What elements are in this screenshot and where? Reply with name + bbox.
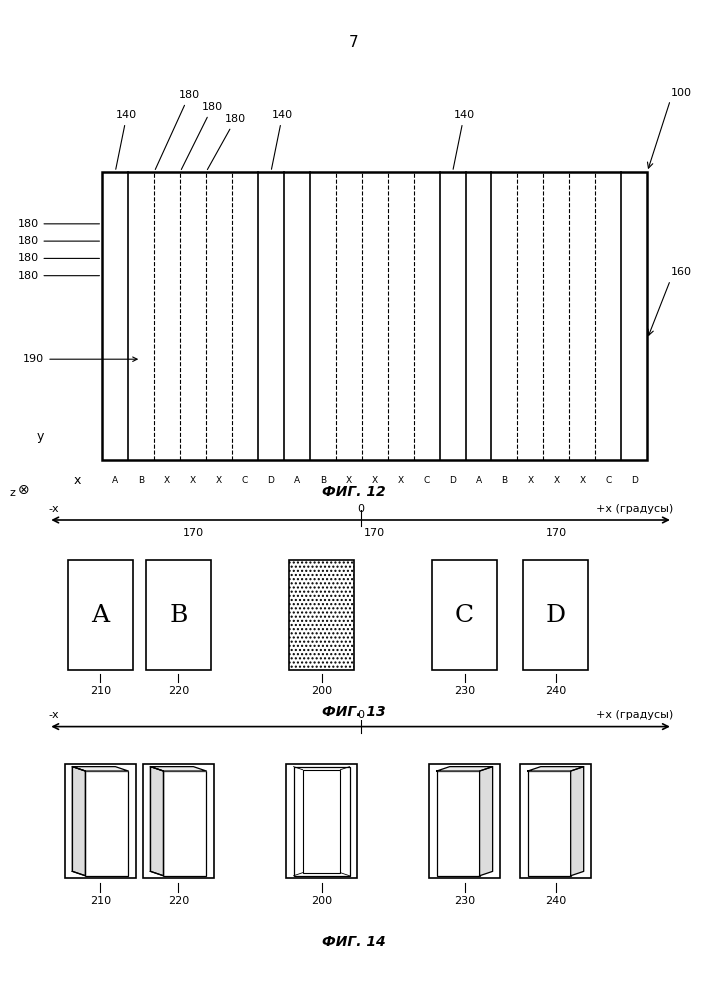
Text: 140: 140 xyxy=(271,110,293,169)
Text: C: C xyxy=(455,603,474,626)
Text: A: A xyxy=(91,603,110,626)
Polygon shape xyxy=(527,767,584,771)
Text: X: X xyxy=(190,476,196,485)
Bar xyxy=(303,770,340,873)
Text: +x (градусы): +x (градусы) xyxy=(595,710,673,720)
Text: 180: 180 xyxy=(18,219,100,229)
Text: 210: 210 xyxy=(90,686,111,696)
Bar xyxy=(527,771,571,876)
Text: 100: 100 xyxy=(670,88,691,98)
Text: X: X xyxy=(579,476,585,485)
Bar xyxy=(143,764,214,878)
Polygon shape xyxy=(72,767,86,876)
Text: A: A xyxy=(294,476,300,485)
Text: 180: 180 xyxy=(207,114,246,170)
Text: 190: 190 xyxy=(23,354,137,364)
Text: 210: 210 xyxy=(90,896,111,906)
Text: 170: 170 xyxy=(546,528,567,538)
Text: 180: 180 xyxy=(181,102,223,170)
Text: 240: 240 xyxy=(545,896,566,906)
Text: 160: 160 xyxy=(670,267,691,277)
Text: C: C xyxy=(423,476,430,485)
Text: X: X xyxy=(527,476,534,485)
Text: D: D xyxy=(267,476,274,485)
Text: ФИГ. 13: ФИГ. 13 xyxy=(322,705,385,719)
Text: -x: -x xyxy=(48,504,59,514)
Text: z: z xyxy=(9,488,16,498)
Text: B: B xyxy=(169,603,187,626)
Text: 180: 180 xyxy=(18,253,100,263)
Text: D: D xyxy=(546,603,566,626)
Bar xyxy=(86,771,129,876)
Text: 220: 220 xyxy=(168,686,189,696)
Text: X: X xyxy=(554,476,559,485)
Text: C: C xyxy=(605,476,612,485)
Bar xyxy=(64,764,136,878)
Bar xyxy=(523,560,588,670)
Text: 180: 180 xyxy=(18,236,100,246)
Text: 140: 140 xyxy=(116,110,137,169)
Text: 200: 200 xyxy=(311,896,332,906)
Text: ⊗: ⊗ xyxy=(18,483,30,497)
Bar xyxy=(432,560,497,670)
Text: -x: -x xyxy=(48,710,59,720)
Text: 0: 0 xyxy=(357,504,364,514)
Text: 200: 200 xyxy=(311,686,332,696)
Text: X: X xyxy=(216,476,222,485)
Bar xyxy=(520,764,592,878)
Text: X: X xyxy=(346,476,352,485)
Polygon shape xyxy=(151,767,206,771)
Text: A: A xyxy=(475,476,481,485)
Text: 220: 220 xyxy=(168,896,189,906)
Bar xyxy=(163,771,206,876)
Polygon shape xyxy=(72,767,129,771)
Text: D: D xyxy=(449,476,456,485)
Bar xyxy=(103,172,647,460)
Text: X: X xyxy=(164,476,170,485)
Text: 180: 180 xyxy=(156,90,200,169)
Text: 7: 7 xyxy=(349,35,358,50)
Polygon shape xyxy=(437,767,493,771)
Text: ФИГ. 12: ФИГ. 12 xyxy=(322,485,385,499)
Text: 240: 240 xyxy=(545,686,566,696)
Text: X: X xyxy=(372,476,378,485)
Bar xyxy=(437,771,479,876)
Bar xyxy=(429,764,501,878)
Text: 180: 180 xyxy=(18,271,100,281)
Text: ФИГ. 14: ФИГ. 14 xyxy=(322,935,385,949)
Bar xyxy=(286,764,357,878)
Bar xyxy=(293,767,349,876)
Text: A: A xyxy=(112,476,118,485)
Polygon shape xyxy=(479,767,493,876)
Polygon shape xyxy=(571,767,584,876)
Bar xyxy=(289,560,354,670)
Text: B: B xyxy=(501,476,508,485)
Bar xyxy=(146,560,211,670)
Text: X: X xyxy=(397,476,404,485)
Polygon shape xyxy=(151,767,163,876)
Text: B: B xyxy=(138,476,144,485)
Text: D: D xyxy=(631,476,638,485)
Text: y: y xyxy=(37,430,45,443)
Bar xyxy=(68,560,133,670)
Text: 170: 170 xyxy=(182,528,204,538)
Text: 170: 170 xyxy=(364,528,385,538)
Text: x: x xyxy=(74,474,81,487)
Text: B: B xyxy=(320,476,326,485)
Text: C: C xyxy=(242,476,248,485)
Text: +x (градусы): +x (градусы) xyxy=(595,504,673,514)
Text: 230: 230 xyxy=(454,896,475,906)
Text: 230: 230 xyxy=(454,686,475,696)
Text: 0: 0 xyxy=(357,710,364,720)
Text: 140: 140 xyxy=(453,110,474,169)
